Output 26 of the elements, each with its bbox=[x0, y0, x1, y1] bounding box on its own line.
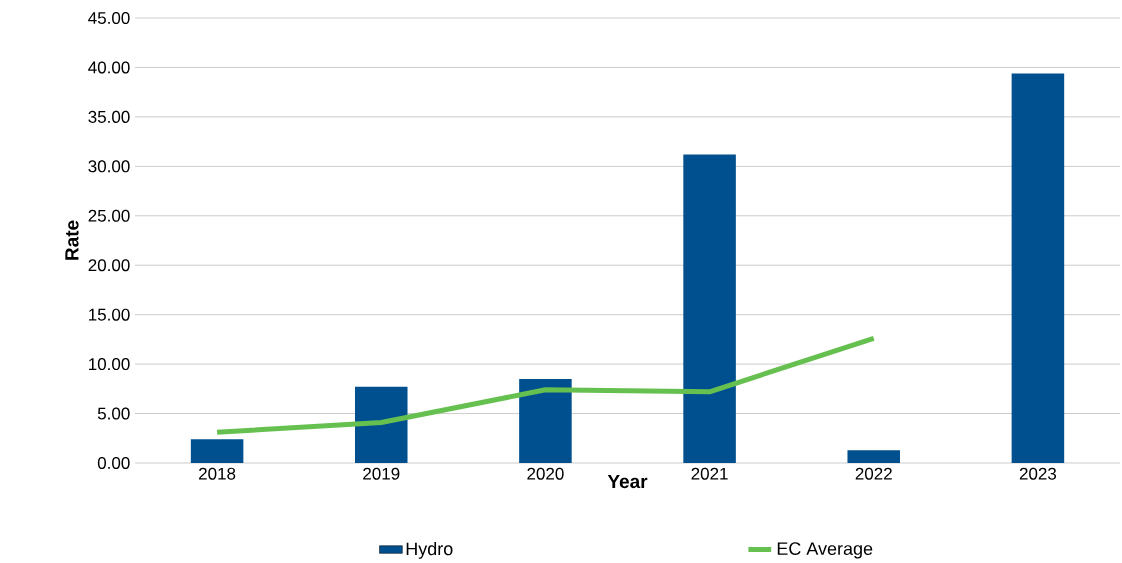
bar bbox=[190, 439, 244, 463]
y-tick-label: 20.00 bbox=[88, 259, 130, 272]
x-tick-label: 2020 bbox=[527, 467, 564, 480]
bar bbox=[847, 450, 901, 463]
x-tick-label: 2019 bbox=[363, 467, 400, 480]
x-tick-label: 2018 bbox=[199, 467, 236, 480]
bar bbox=[354, 386, 408, 463]
y-tick-label: 5.00 bbox=[97, 407, 130, 420]
x-tick-label: 2023 bbox=[1019, 467, 1057, 480]
y-tick-label: 40.00 bbox=[88, 61, 130, 74]
legend-label: Hydro bbox=[406, 542, 453, 559]
y-tick-label: 0.00 bbox=[97, 456, 130, 470]
y-tick-label: 10.00 bbox=[89, 358, 130, 371]
legend-label: EC Average bbox=[777, 542, 873, 559]
y-tick-label: 35.00 bbox=[88, 110, 130, 123]
y-tick-label: 15.00 bbox=[89, 308, 130, 321]
bar bbox=[1011, 73, 1065, 463]
x-tick-label: 2022 bbox=[855, 467, 892, 480]
x-axis-title: Year bbox=[607, 474, 648, 489]
bar bbox=[519, 378, 572, 463]
y-tick-label: 30.00 bbox=[88, 160, 130, 173]
y-axis-title: Rate bbox=[65, 220, 79, 260]
x-tick-label: 2021 bbox=[691, 467, 728, 480]
bar bbox=[683, 154, 736, 463]
y-tick-label: 25.00 bbox=[88, 209, 130, 222]
y-tick-label: 45.00 bbox=[88, 11, 130, 25]
